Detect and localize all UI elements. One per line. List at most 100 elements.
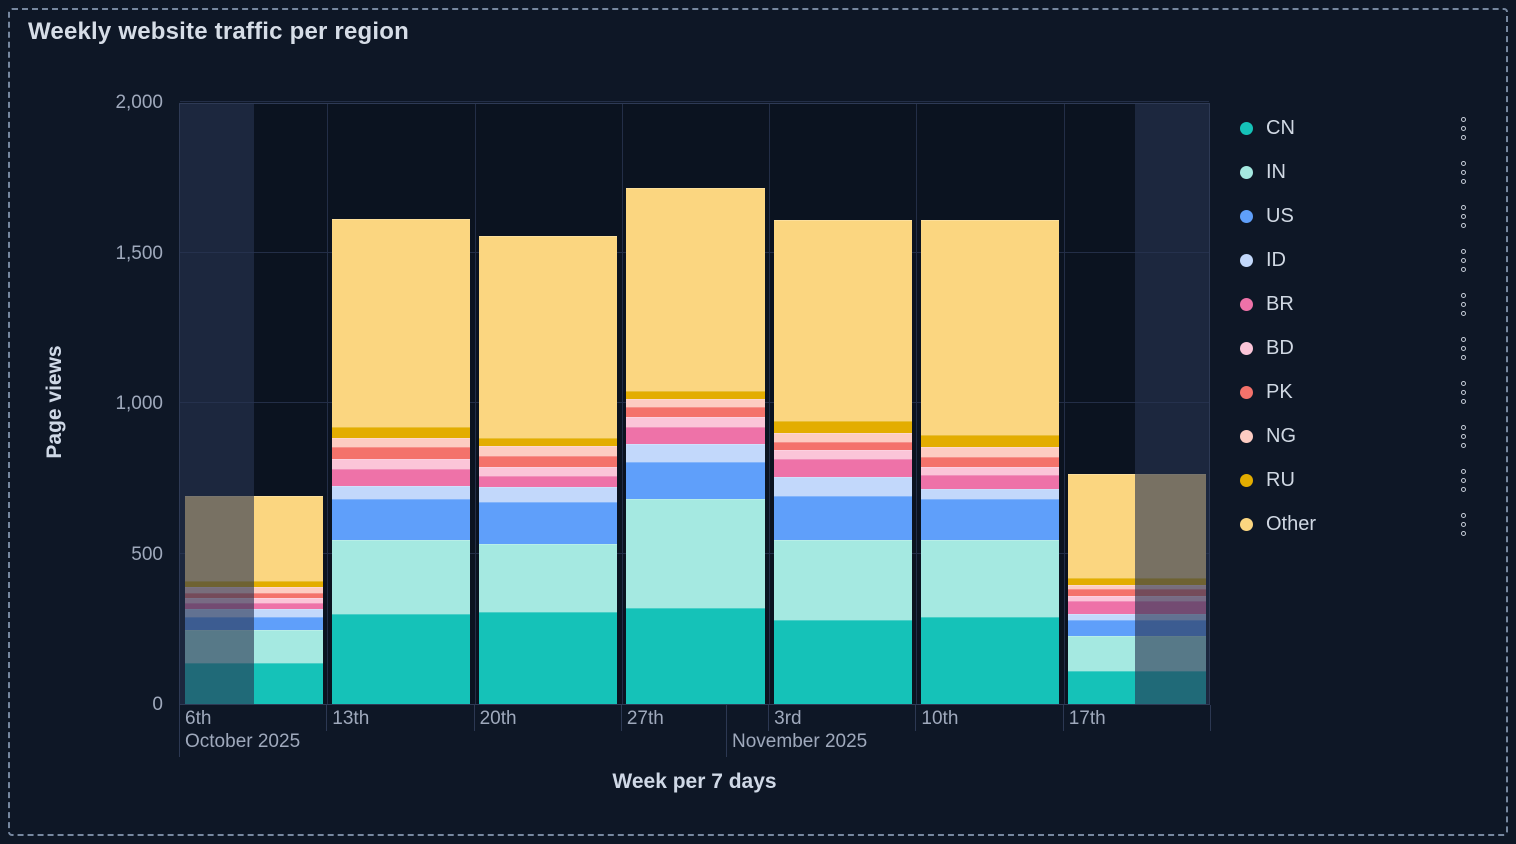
legend-item-ID[interactable]: ID [1240,238,1468,282]
legend-item-BR[interactable]: BR [1240,282,1468,326]
legend-kebab-menu-icon-PK[interactable] [1459,379,1468,406]
bar-3rd[interactable] [773,219,912,704]
legend-label-BR[interactable]: BR [1266,292,1294,315]
legend-kebab-menu-icon-BR[interactable] [1459,291,1468,318]
bar-segment-ID[interactable] [626,443,765,462]
bar-segment-BR[interactable] [479,476,618,488]
legend-label-BD[interactable]: BD [1266,336,1294,359]
legend-label-CN[interactable]: CN [1266,116,1295,139]
bar-27th[interactable] [626,187,765,704]
bar-segment-Other[interactable] [626,187,765,392]
bar-segment-IN[interactable] [331,539,471,614]
legend-item-RU[interactable]: RU [1240,458,1468,502]
bar-segment-BD[interactable] [479,467,618,477]
bar-segment-BD[interactable] [184,597,323,604]
bar-segment-CN[interactable] [773,619,912,704]
bar-segment-US[interactable] [920,499,1060,540]
bar-segment-PK[interactable] [773,441,912,450]
legend-label-Other[interactable]: Other [1266,512,1317,535]
bar-segment-BD[interactable] [773,449,912,459]
bar-segment-CN[interactable] [920,616,1060,704]
out-of-range-overlay-left [180,104,254,704]
legend-kebab-menu-icon-Other[interactable] [1459,511,1468,538]
bar-segment-PK[interactable] [479,456,618,468]
bar-segment-US[interactable] [626,461,765,500]
bar-segment-CN[interactable] [331,613,471,704]
bar-segment-NG[interactable] [920,447,1060,458]
bar-segment-RU[interactable] [331,427,471,438]
y-tick-label-1,000: 1,000 [115,393,163,414]
legend-item-BD[interactable]: BD [1240,326,1468,370]
bar-segment-Other[interactable] [331,219,471,428]
bar-segment-CN[interactable] [479,612,618,704]
chart-legend: CN IN US ID BR BD PK NG RU Other [1240,106,1468,546]
bar-segment-BR[interactable] [184,603,323,610]
bar-13th[interactable] [331,219,471,704]
legend-kebab-menu-icon-BD[interactable] [1459,335,1468,362]
bar-segment-ID[interactable] [920,489,1060,500]
bar-segment-IN[interactable] [626,499,765,608]
legend-label-RU[interactable]: RU [1266,468,1295,491]
bar-segment-RU[interactable] [184,580,323,587]
bar-segment-BR[interactable] [626,427,765,444]
bar-segment-NG[interactable] [479,446,618,457]
bar-segment-PK[interactable] [920,457,1060,468]
bar-segment-PK[interactable] [184,592,323,598]
legend-item-PK[interactable]: PK [1240,370,1468,414]
legend-kebab-menu-icon-IN[interactable] [1459,159,1468,186]
legend-kebab-menu-icon-CN[interactable] [1459,115,1468,142]
bar-segment-RU[interactable] [920,435,1060,448]
bar-segment-BD[interactable] [626,417,765,428]
bar-segment-NG[interactable] [626,399,765,408]
bar-segment-BR[interactable] [920,475,1060,490]
page-title: Weekly website traffic per region [28,18,409,45]
bar-segment-Other[interactable] [479,236,618,438]
legend-item-CN[interactable]: CN [1240,106,1468,150]
legend-kebab-menu-icon-NG[interactable] [1459,423,1468,450]
legend-kebab-menu-icon-ID[interactable] [1459,247,1468,274]
bar-segment-US[interactable] [331,499,471,540]
bar-segment-IN[interactable] [920,539,1060,617]
legend-label-ID[interactable]: ID [1266,248,1286,271]
bar-segment-Other[interactable] [920,220,1060,436]
bar-segment-IN[interactable] [479,544,618,613]
legend-item-IN[interactable]: IN [1240,150,1468,194]
bar-segment-NG[interactable] [773,432,912,442]
bar-segment-PK[interactable] [331,446,471,459]
bar-10th[interactable] [920,220,1060,704]
legend-item-Other[interactable]: Other [1240,502,1468,546]
bar-segment-BR[interactable] [773,458,912,477]
bar-segment-IN[interactable] [773,539,912,620]
legend-kebab-menu-icon-US[interactable] [1459,203,1468,230]
bar-segment-ID[interactable] [184,609,323,617]
gridline-x-6 [1063,104,1065,704]
bar-segment-ID[interactable] [773,476,912,497]
bar-segment-CN[interactable] [626,607,765,704]
bar-segment-ID[interactable] [331,485,471,500]
legend-label-NG[interactable]: NG [1266,424,1296,447]
plot-area[interactable] [179,101,1210,705]
legend-kebab-menu-icon-RU[interactable] [1459,467,1468,494]
bar-segment-US[interactable] [479,502,618,545]
legend-label-PK[interactable]: PK [1266,380,1293,403]
out-of-range-overlay-right [1135,104,1209,704]
bar-segment-PK[interactable] [626,407,765,418]
bar-segment-RU[interactable] [626,391,765,400]
legend-item-US[interactable]: US [1240,194,1468,238]
legend-label-IN[interactable]: IN [1266,160,1286,183]
bar-segment-BD[interactable] [920,467,1060,476]
bar-segment-NG[interactable] [331,437,471,447]
bar-segment-Other[interactable] [773,219,912,422]
bar-segment-RU[interactable] [773,421,912,433]
bar-20th[interactable] [479,236,618,704]
bar-segment-ID[interactable] [479,487,618,503]
y-tick-label-2,000: 2,000 [115,92,163,113]
bar-segment-BD[interactable] [331,458,471,470]
bar-segment-BR[interactable] [331,469,471,486]
bar-segment-RU[interactable] [479,438,618,447]
legend-label-US[interactable]: US [1266,204,1294,227]
legend-item-NG[interactable]: NG [1240,414,1468,458]
bar-segment-US[interactable] [773,496,912,540]
gridline-x-2 [474,104,476,704]
bar-segment-NG[interactable] [184,586,323,593]
